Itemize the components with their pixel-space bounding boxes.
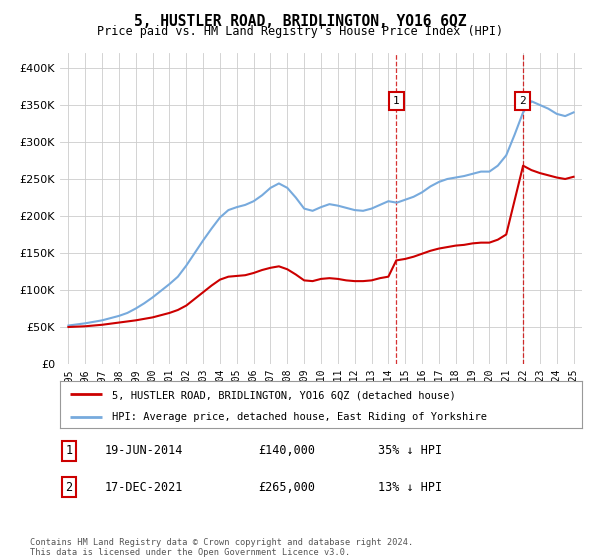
Text: 13% ↓ HPI: 13% ↓ HPI [378,480,442,494]
Text: 1: 1 [393,96,400,106]
Text: 2: 2 [519,96,526,106]
Text: 35% ↓ HPI: 35% ↓ HPI [378,444,442,458]
Text: 17-DEC-2021: 17-DEC-2021 [105,480,184,494]
Text: 19-JUN-2014: 19-JUN-2014 [105,444,184,458]
Text: Price paid vs. HM Land Registry's House Price Index (HPI): Price paid vs. HM Land Registry's House … [97,25,503,38]
Text: 5, HUSTLER ROAD, BRIDLINGTON, YO16 6QZ: 5, HUSTLER ROAD, BRIDLINGTON, YO16 6QZ [134,14,466,29]
Text: 2: 2 [65,480,73,494]
Text: 1: 1 [65,444,73,458]
Text: Contains HM Land Registry data © Crown copyright and database right 2024.
This d: Contains HM Land Registry data © Crown c… [30,538,413,557]
Text: £140,000: £140,000 [258,444,315,458]
Text: £265,000: £265,000 [258,480,315,494]
Text: HPI: Average price, detached house, East Riding of Yorkshire: HPI: Average price, detached house, East… [112,413,487,422]
Text: 5, HUSTLER ROAD, BRIDLINGTON, YO16 6QZ (detached house): 5, HUSTLER ROAD, BRIDLINGTON, YO16 6QZ (… [112,390,456,400]
